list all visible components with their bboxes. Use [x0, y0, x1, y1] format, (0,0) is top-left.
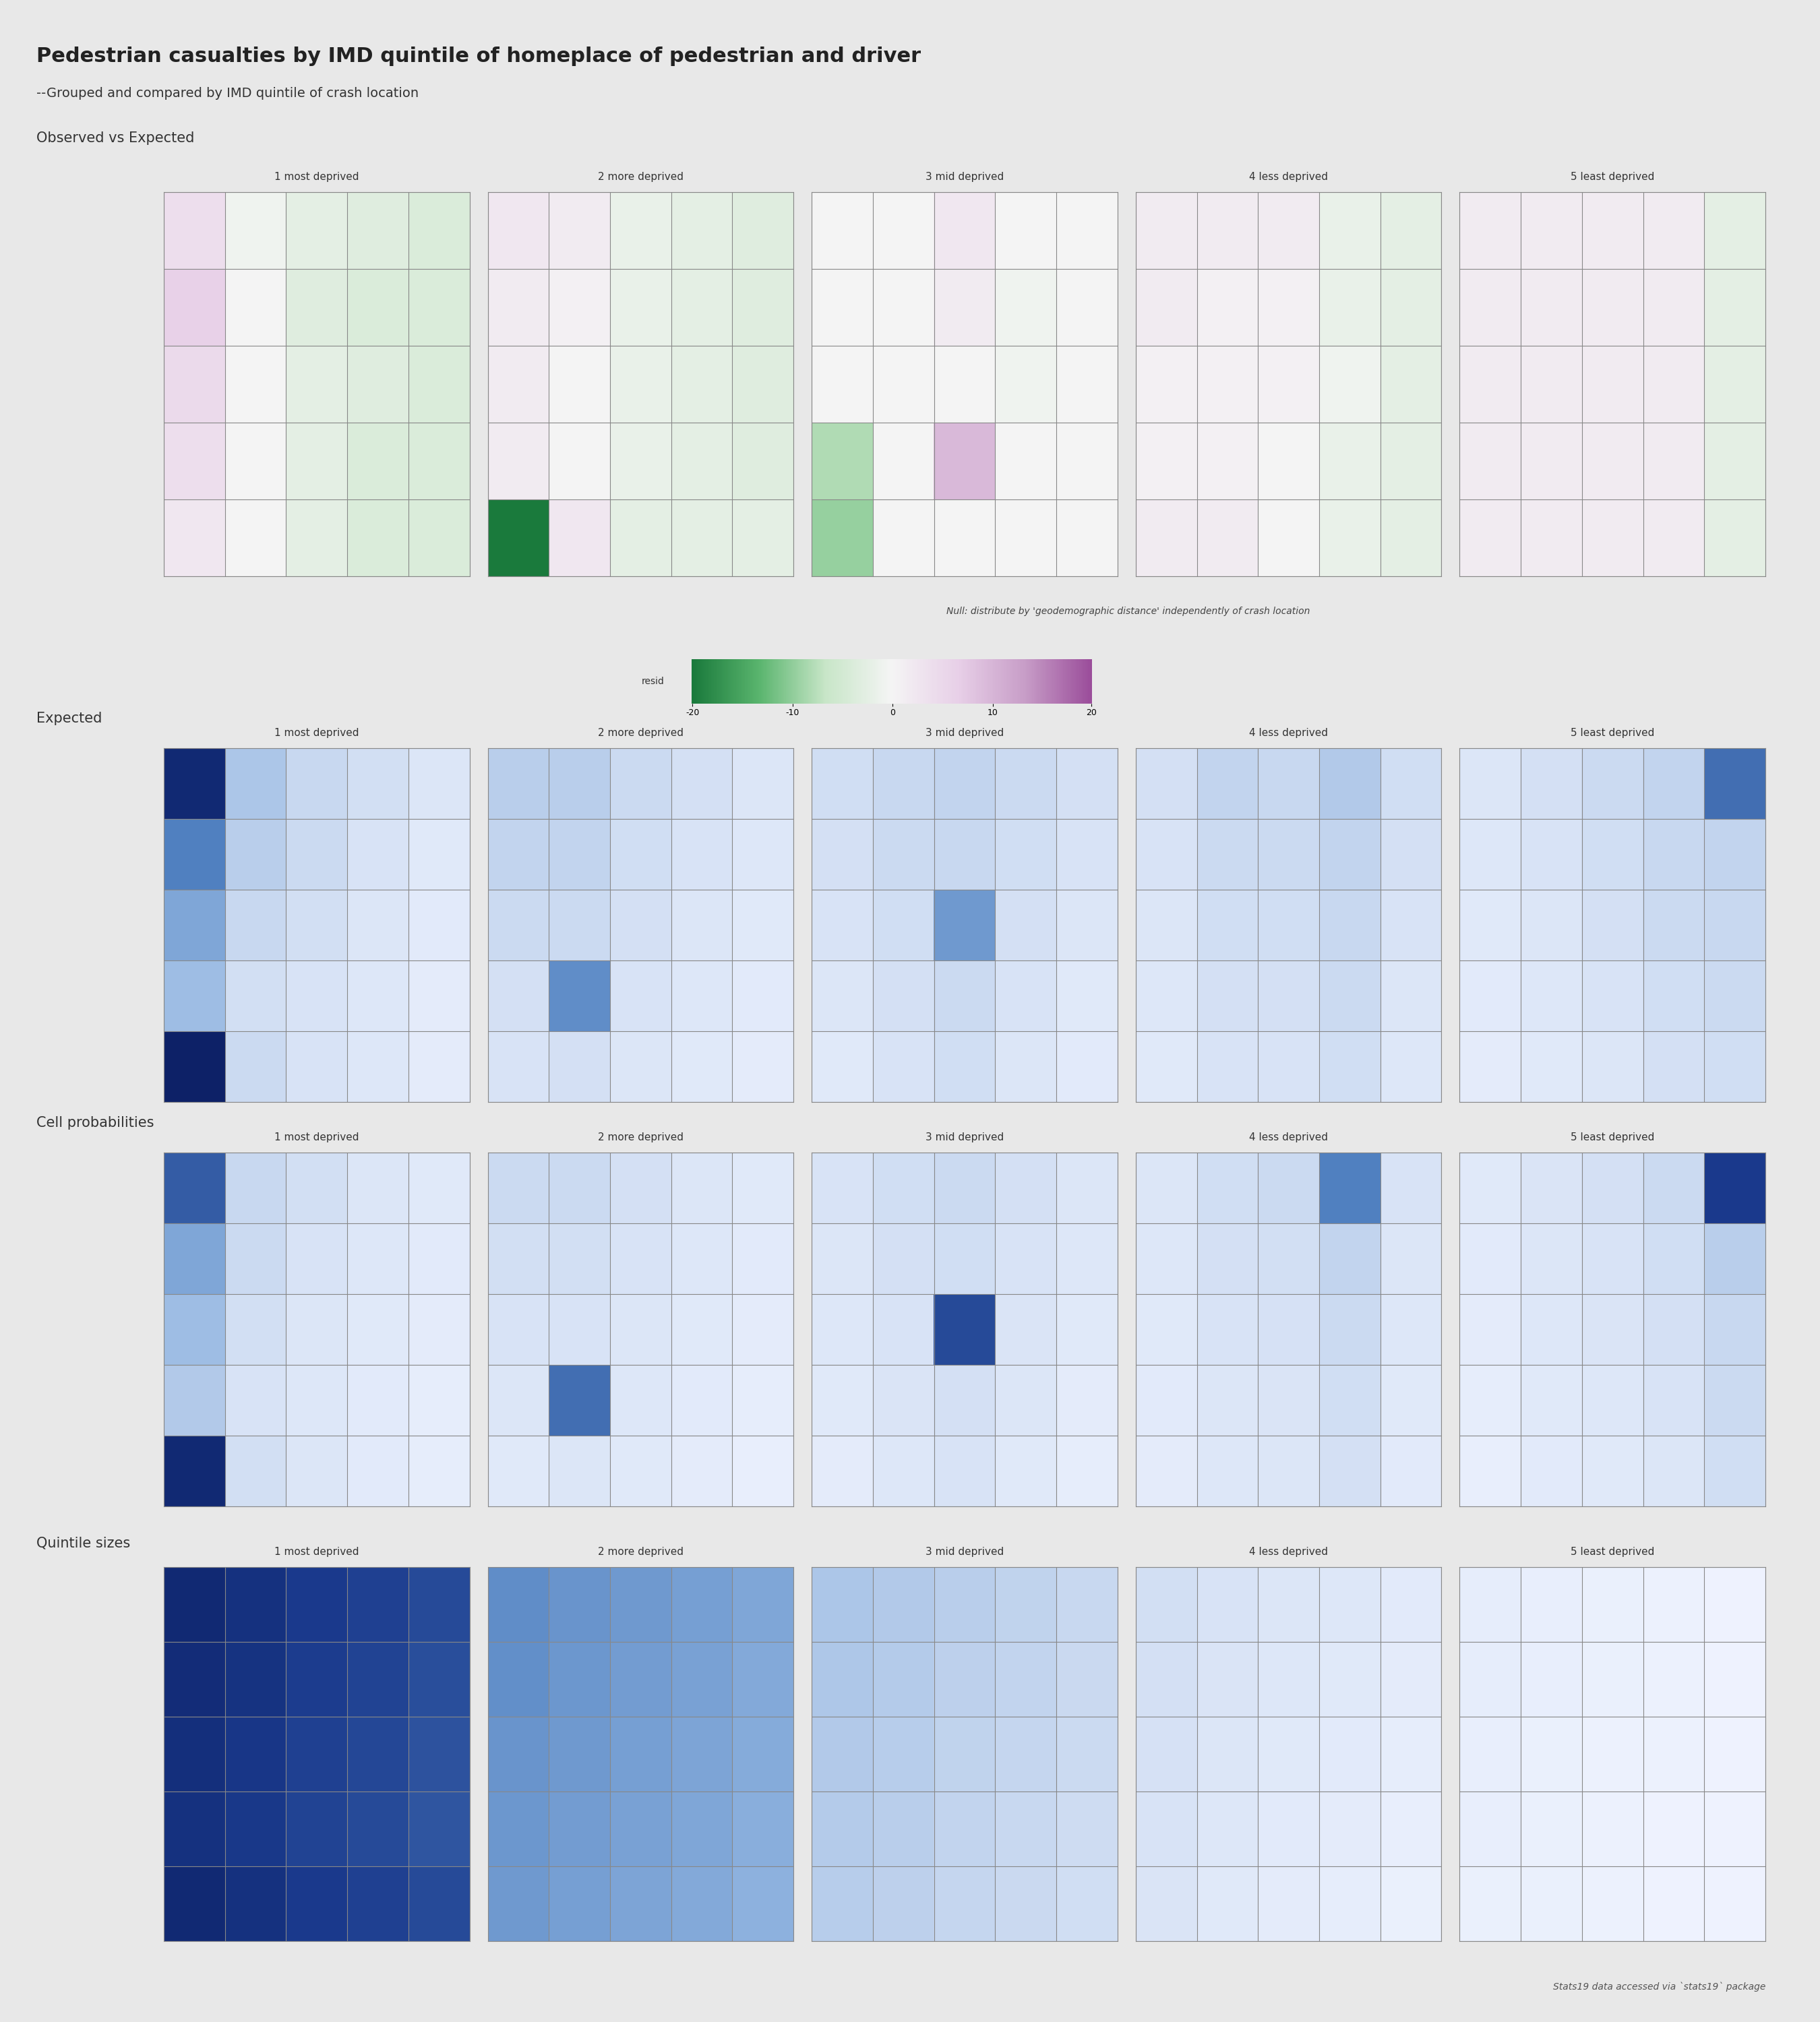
Text: Pedestrian casualties by IMD quintile of homeplace of pedestrian and driver: Pedestrian casualties by IMD quintile of…: [36, 47, 921, 67]
Text: Stats19 data accessed via `stats19` package: Stats19 data accessed via `stats19` pack…: [1552, 1982, 1765, 1992]
Text: 5 least deprived: 5 least deprived: [1571, 728, 1654, 738]
Text: 3 mid deprived: 3 mid deprived: [925, 172, 1005, 182]
Text: 5 least deprived: 5 least deprived: [1571, 172, 1654, 182]
Text: Null: distribute by 'geodemographic distance' independently of crash location: Null: distribute by 'geodemographic dist…: [946, 607, 1310, 617]
Text: resid: resid: [641, 677, 664, 685]
Text: 5 least deprived: 5 least deprived: [1571, 1132, 1654, 1142]
Text: 1 most deprived: 1 most deprived: [275, 172, 359, 182]
Text: 2 more deprived: 2 more deprived: [597, 728, 684, 738]
Text: Cell probabilities: Cell probabilities: [36, 1116, 155, 1130]
Text: 2 more deprived: 2 more deprived: [597, 172, 684, 182]
Text: 5 least deprived: 5 least deprived: [1571, 1547, 1654, 1557]
Text: 2 more deprived: 2 more deprived: [597, 1132, 684, 1142]
Text: 2 more deprived: 2 more deprived: [597, 1547, 684, 1557]
Text: 1 most deprived: 1 most deprived: [275, 1547, 359, 1557]
Text: 4 less deprived: 4 less deprived: [1249, 728, 1329, 738]
Text: 3 mid deprived: 3 mid deprived: [925, 1547, 1005, 1557]
Text: 3 mid deprived: 3 mid deprived: [925, 1132, 1005, 1142]
Text: Expected: Expected: [36, 712, 102, 726]
Text: 3 mid deprived: 3 mid deprived: [925, 728, 1005, 738]
Text: 4 less deprived: 4 less deprived: [1249, 1547, 1329, 1557]
Text: 1 most deprived: 1 most deprived: [275, 1132, 359, 1142]
Text: 1 most deprived: 1 most deprived: [275, 728, 359, 738]
Text: 4 less deprived: 4 less deprived: [1249, 1132, 1329, 1142]
Text: --Grouped and compared by IMD quintile of crash location: --Grouped and compared by IMD quintile o…: [36, 87, 419, 99]
Text: Observed vs Expected: Observed vs Expected: [36, 131, 195, 146]
Text: Quintile sizes: Quintile sizes: [36, 1537, 131, 1551]
Text: 4 less deprived: 4 less deprived: [1249, 172, 1329, 182]
